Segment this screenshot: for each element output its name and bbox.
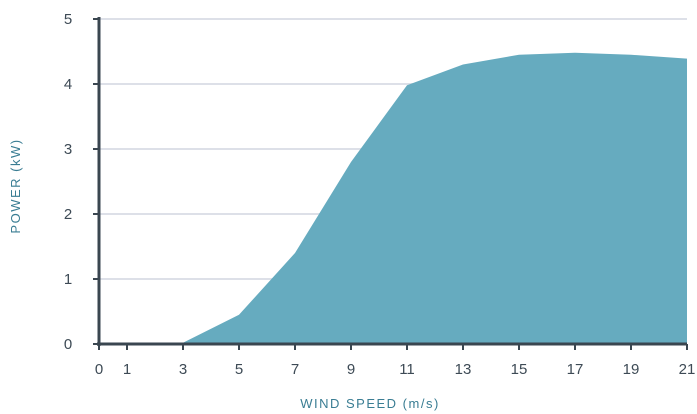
y-tick-label-2: 2 [64,206,72,223]
y-tick-label-3: 3 [64,141,72,158]
x-tick-label-1: 1 [123,361,131,378]
y-tick-label-4: 4 [64,76,72,93]
x-tick-label-0: 0 [95,361,103,378]
y-tick-label-5: 5 [64,11,72,28]
axes [97,17,687,346]
y-axis-ticks: 0 1 2 3 4 5 [64,11,99,353]
x-tick-label-15: 15 [511,361,528,378]
x-tick-label-17: 17 [567,361,584,378]
x-tick-label-7: 7 [291,361,299,378]
x-tick-label-21: 21 [679,361,696,378]
x-tick-label-19: 19 [623,361,640,378]
power-area [99,52,687,345]
y-tick-label-1: 1 [64,271,72,288]
x-axis-ticks: 0 1 3 5 7 9 11 13 15 17 19 21 [95,344,696,378]
x-axis-title: WIND SPEED (m/s) [300,396,440,411]
y-tick-label-0: 0 [64,336,72,353]
x-tick-label-13: 13 [455,361,472,378]
y-axis-title: POWER (kW) [8,138,23,233]
x-tick-label-3: 3 [179,361,187,378]
x-tick-label-9: 9 [347,361,355,378]
x-tick-label-5: 5 [235,361,243,378]
x-tick-label-11: 11 [399,361,415,378]
